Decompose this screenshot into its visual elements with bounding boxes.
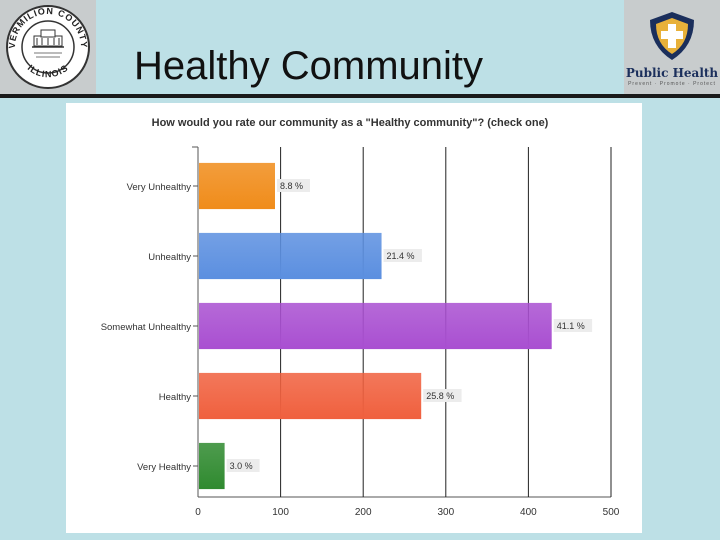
data-label: 8.8 %	[280, 181, 303, 191]
title-divider	[0, 94, 720, 98]
survey-bar-chart: How would you rate our community as a "H…	[101, 117, 620, 518]
x-tick-label: 300	[437, 507, 454, 518]
bar	[199, 442, 225, 490]
vermilion-county-seal-icon: VERMILION COUNTY ILLINOIS	[6, 5, 90, 89]
public-health-wordmark: Public Health	[625, 66, 719, 80]
data-label: 41.1 %	[557, 321, 585, 331]
category-label: Somewhat Unhealthy	[101, 322, 192, 333]
svg-text:ILLINOIS: ILLINOIS	[26, 63, 71, 80]
bar	[199, 232, 382, 280]
x-tick-label: 0	[195, 507, 201, 518]
category-label: Very Healthy	[137, 462, 191, 473]
data-label-box	[423, 389, 462, 402]
chart-card: How would you rate our community as a "H…	[66, 103, 642, 533]
public-health-shield-icon	[650, 12, 694, 60]
data-label: 21.4 %	[387, 251, 415, 261]
county-seal-logo: VERMILION COUNTY ILLINOIS	[0, 0, 96, 94]
slide-title: Healthy Community	[134, 44, 484, 88]
public-health-logo: Public Health Prevent · Promote · Protec…	[624, 0, 720, 94]
x-tick-label: 400	[520, 507, 537, 518]
category-label: Very Unhealthy	[127, 182, 192, 193]
data-label-box	[226, 459, 260, 472]
data-label-box	[553, 319, 593, 332]
category-label: Healthy	[159, 392, 191, 403]
data-label-box	[383, 249, 422, 262]
x-tick-label: 200	[355, 507, 372, 518]
public-health-tagline: Prevent · Promote · Protect	[628, 81, 716, 87]
x-tick-label: 100	[272, 507, 289, 518]
chart-title: How would you rate our community as a "H…	[152, 117, 549, 129]
seal-text-bottom: ILLINOIS	[26, 63, 70, 80]
data-label: 25.8 %	[426, 391, 454, 401]
bar	[199, 162, 275, 210]
data-label-box	[276, 179, 310, 192]
x-tick-label: 500	[603, 507, 620, 518]
bar	[199, 372, 422, 420]
bar	[199, 302, 552, 350]
category-label: Unhealthy	[148, 252, 191, 263]
data-label: 3.0 %	[230, 461, 253, 471]
